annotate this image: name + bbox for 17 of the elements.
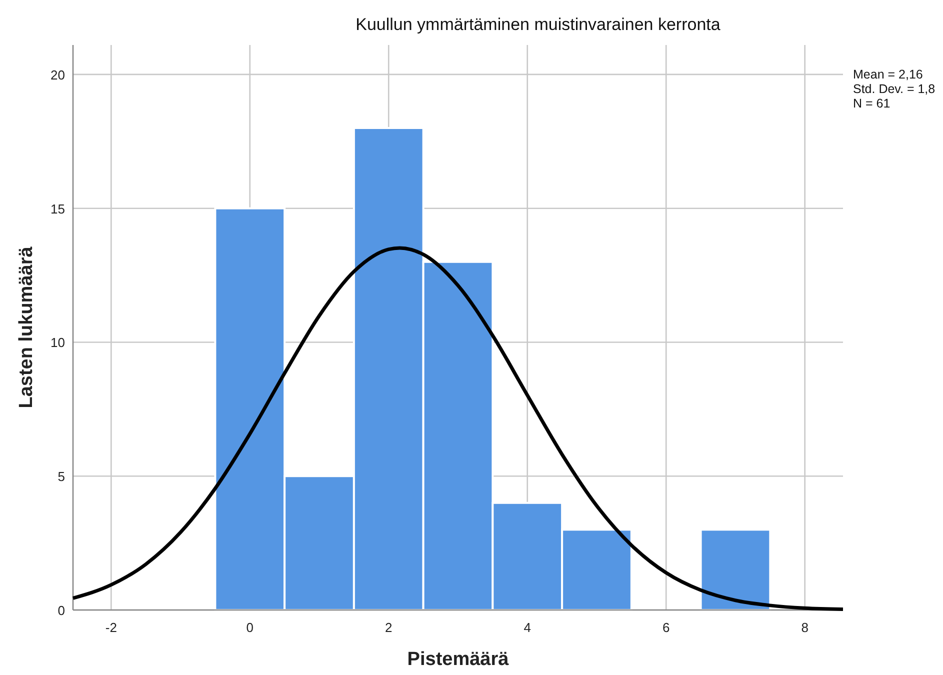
y-axis-title: Lasten lukumäärä xyxy=(16,246,37,408)
x-tick-label: 6 xyxy=(662,620,670,635)
x-axis-title: Pistemäärä xyxy=(407,649,510,670)
chart-title: Kuullun ymmärtäminen muistinvarainen kerronta xyxy=(356,15,721,34)
text: Std. Dev. = 1,8 xyxy=(853,82,936,96)
text: N = 61 xyxy=(853,96,890,110)
y-tick-label: 5 xyxy=(58,469,65,484)
y-tick-label: 10 xyxy=(50,335,65,350)
text: Mean = 2,16 xyxy=(853,67,923,82)
x-tick-label: 4 xyxy=(524,620,531,635)
x-tick-label: 2 xyxy=(385,620,392,635)
y-tick-label: 15 xyxy=(50,201,65,216)
x-tick-label: -2 xyxy=(105,620,117,635)
y-tick-label: 20 xyxy=(50,67,65,82)
x-tick-label: 0 xyxy=(246,620,254,635)
y-tick-label: 0 xyxy=(58,603,65,618)
x-tick-label: 8 xyxy=(801,620,808,635)
